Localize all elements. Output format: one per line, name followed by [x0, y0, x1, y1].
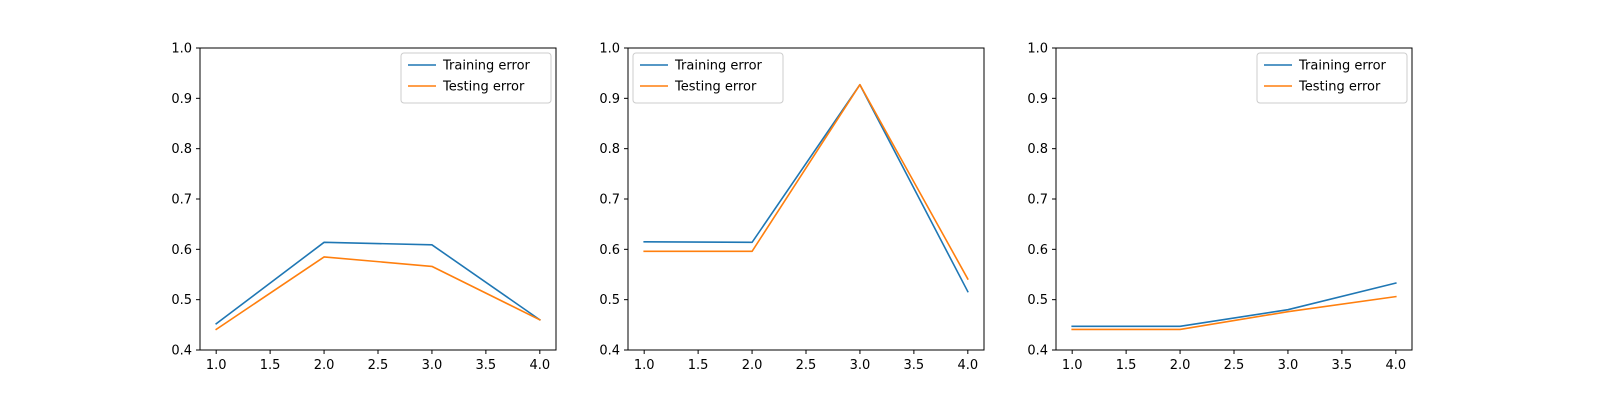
y-tick-label: 0.7	[599, 193, 620, 208]
x-tick-label: 4.0	[957, 358, 978, 373]
legend-label: Testing error	[1298, 80, 1381, 95]
x-tick-label: 3.0	[850, 358, 871, 373]
legend-box	[632, 52, 784, 104]
x-tick-label: 1.0	[1062, 358, 1083, 373]
legend: Training error Testing error	[632, 52, 784, 104]
subplot-2: 1.0 1.5 2.0 2.5 3.0 3.5 4.0 0.4 0.5 0.6 0.7 0.8 0.9 1…	[599, 42, 985, 373]
x-tick-label: 1.5	[1116, 358, 1137, 373]
legend-label: Testing error	[442, 80, 525, 95]
legend-label: Training error	[674, 59, 763, 74]
series-line-testing-error	[1071, 295, 1397, 331]
subplot-1: 1.0 1.5 2.0 2.5 3.0 3.5 4.0 0.4 0.5 0.6 0.7 0.8 0.9 1…	[171, 42, 557, 373]
x-tick-label: 2.0	[742, 358, 763, 373]
x-tick-label: 1.0	[634, 358, 655, 373]
y-tick-label: 0.5	[171, 293, 192, 308]
y-tick-label: 0.6	[1027, 243, 1048, 258]
y-tick-label: 0.4	[171, 344, 192, 359]
legend-label: Testing error	[674, 80, 757, 95]
series-line-testing-error	[643, 83, 969, 281]
y-tick-label: 0.5	[599, 293, 620, 308]
x-tick-label: 1.5	[688, 358, 709, 373]
series-line-testing-error	[215, 256, 541, 331]
y-tick-label: 0.5	[1027, 293, 1048, 308]
y-tick-label: 0.8	[599, 142, 620, 157]
y-tick-label: 0.7	[171, 193, 192, 208]
x-tick-label: 3.0	[422, 358, 443, 373]
legend-box	[400, 52, 552, 104]
x-tick-label: 4.0	[1385, 358, 1406, 373]
x-tick-label: 2.5	[368, 358, 389, 373]
x-tick-label: 2.5	[1224, 358, 1245, 373]
y-tick-label: 0.9	[599, 92, 620, 107]
y-tick-label: 1.0	[1027, 42, 1048, 57]
y-tick-label: 0.6	[171, 243, 192, 258]
y-tick-label: 0.6	[599, 243, 620, 258]
subplot-3: 1.0 1.5 2.0 2.5 3.0 3.5 4.0 0.4 0.5 0.6 0.7 0.8 0.9 1…	[1027, 42, 1413, 373]
y-tick-label: 1.0	[599, 42, 620, 57]
y-tick-label: 0.9	[171, 92, 192, 107]
x-tick-label: 3.5	[476, 358, 497, 373]
series-line-training-error	[643, 83, 969, 293]
x-tick-label: 2.5	[796, 358, 817, 373]
y-tick-label: 1.0	[171, 42, 192, 57]
y-tick-label: 0.8	[1027, 142, 1048, 157]
y-tick-label: 0.9	[1027, 92, 1048, 107]
x-tick-label: 1.5	[260, 358, 281, 373]
legend-label: Training error	[1298, 59, 1387, 74]
x-tick-label: 2.0	[314, 358, 335, 373]
x-tick-label: 2.0	[1170, 358, 1191, 373]
series-line-training-error	[215, 241, 541, 325]
legend: Training error Testing error	[1256, 52, 1408, 104]
legend: Training error Testing error	[400, 52, 552, 104]
legend-label: Training error	[442, 59, 531, 74]
series-line-training-error	[1071, 282, 1397, 328]
legend-box	[1256, 52, 1408, 104]
x-tick-label: 3.5	[904, 358, 925, 373]
x-tick-label: 3.0	[1278, 358, 1299, 373]
x-tick-label: 1.0	[206, 358, 227, 373]
x-tick-label: 3.5	[1332, 358, 1353, 373]
y-tick-label: 0.7	[1027, 193, 1048, 208]
x-tick-label: 4.0	[529, 358, 550, 373]
y-tick-label: 0.4	[1027, 344, 1048, 359]
y-tick-label: 0.8	[171, 142, 192, 157]
y-tick-label: 0.4	[599, 344, 620, 359]
